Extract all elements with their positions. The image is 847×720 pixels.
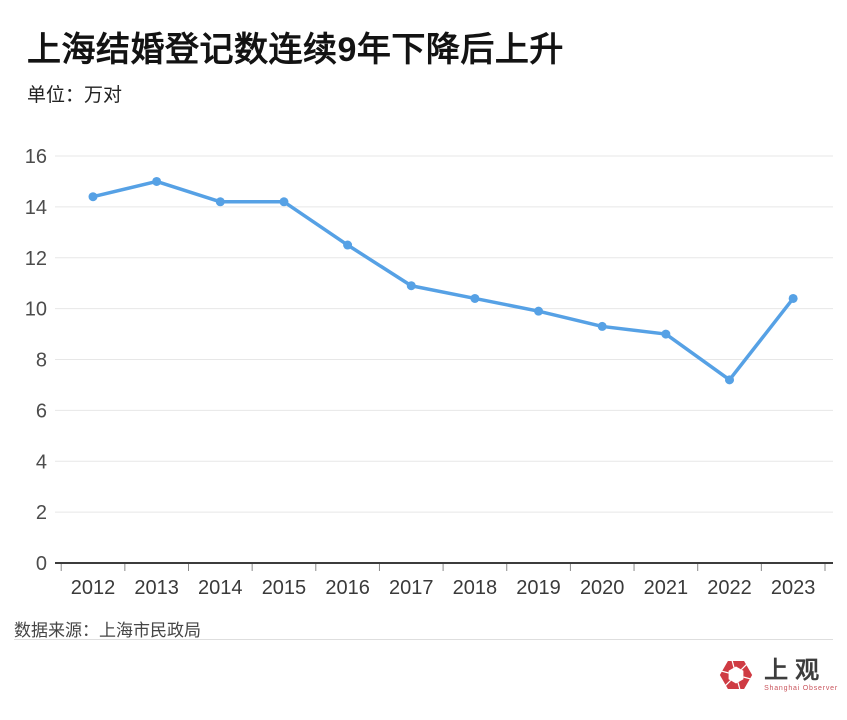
data-point-2022 [725,375,734,385]
x-axis-label-2020: 2020 [580,577,625,599]
marriage-registrations-line [91,179,795,382]
data-point-2013 [152,176,162,186]
y-axis-label-4: 4 [36,451,47,473]
y-axis-label-2: 2 [36,502,47,524]
x-axis-label-2022: 2022 [707,577,752,599]
x-axis-label-2014: 2014 [198,577,243,599]
y-axis-label-14: 14 [25,197,47,219]
data-point-2016 [343,240,353,250]
logo-en-name: Shanghai Observer [764,684,838,692]
logo-hexagon-icon [719,658,753,692]
data-point-2023 [788,293,798,303]
x-axis-label-2017: 2017 [389,577,434,599]
x-axis-label-2016: 2016 [325,577,370,599]
data-point-2015 [279,197,289,207]
x-axis-label-2015: 2015 [262,577,307,599]
data-point-2012 [88,192,98,202]
y-axis-label-12: 12 [25,248,47,270]
x-axis-label-2021: 2021 [644,577,689,599]
data-point-2021 [661,329,671,339]
y-axis-label-6: 6 [36,400,47,422]
y-axis-label-16: 16 [25,146,47,168]
y-axis-label-8: 8 [36,350,47,372]
shanghai-observer-logo: 上观 Shanghai Observer [717,656,838,694]
data-point-2014 [215,197,225,207]
data-source: 数据来源：上海市民政局 [14,621,201,640]
data-point-2018 [470,293,480,303]
y-axis-label-0: 0 [36,553,47,575]
data-point-2020 [597,321,607,331]
footer-divider [14,639,833,640]
y-axis-label-10: 10 [25,299,47,321]
data-point-2017 [406,281,416,291]
logo-text: 上观 Shanghai Observer [764,656,838,693]
logo-cn-name: 上观 [764,656,827,684]
x-axis-label-2012: 2012 [71,577,116,599]
x-axis-label-2023: 2023 [771,577,816,599]
x-axis-label-2018: 2018 [453,577,498,599]
data-point-2019 [534,306,544,316]
x-axis-label-2013: 2013 [134,577,179,599]
unit-label: 单位：万对 [27,85,123,106]
x-axis-label-2019: 2019 [516,577,561,599]
page-title: 上海结婚登记数连续9年下降后上升 [27,31,564,69]
